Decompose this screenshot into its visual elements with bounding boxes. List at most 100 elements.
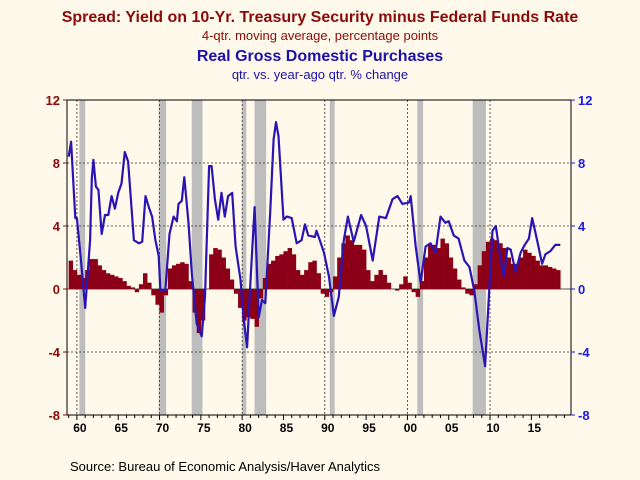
spread-bar	[361, 249, 367, 289]
spread-bar	[221, 257, 226, 289]
spread-bar	[494, 240, 499, 289]
x-tick-label: 05	[445, 421, 459, 435]
spread-bar	[345, 235, 350, 289]
right-tick-label: -8	[578, 408, 590, 423]
spread-bar	[510, 263, 516, 289]
left-tick-label: 12	[46, 93, 60, 108]
spread-bar	[527, 252, 532, 289]
spread-bar	[423, 257, 429, 289]
spread-bar	[163, 289, 169, 296]
x-tick-label: 95	[362, 421, 376, 435]
spread-bar	[200, 289, 206, 321]
spread-bar	[291, 254, 297, 289]
spread-bar	[473, 284, 478, 289]
spread-bar	[68, 260, 74, 289]
recession-band	[472, 100, 486, 415]
spread-bar	[233, 289, 239, 294]
x-tick-label: 60	[73, 421, 87, 435]
spread-bar	[262, 277, 268, 289]
spread-bar	[271, 260, 276, 289]
spread-bar	[374, 274, 379, 289]
spread-bar	[167, 268, 173, 289]
spread-bar	[147, 282, 152, 289]
gdp-purchases-line	[67, 120, 561, 368]
right-tick-label: 8	[578, 156, 585, 171]
spread-bar	[428, 244, 433, 289]
x-tick-label: 10	[486, 421, 500, 435]
spread-bar	[171, 265, 177, 289]
spread-bar	[130, 287, 136, 289]
spread-bar	[299, 274, 305, 289]
spread-bar	[184, 263, 189, 289]
spread-bar	[258, 289, 264, 299]
spread-bar	[93, 259, 98, 289]
spread-bar	[337, 257, 342, 289]
spread-bar	[469, 289, 474, 296]
spread-bar	[254, 289, 259, 327]
x-tick-label: 80	[238, 421, 252, 435]
spread-bar	[138, 284, 144, 289]
spread-bar	[114, 276, 119, 289]
spread-bar	[370, 281, 375, 289]
spread-bar	[134, 289, 140, 293]
spread-bar	[399, 284, 404, 289]
recession-band	[254, 100, 267, 415]
right-tick-label: -4	[578, 345, 590, 360]
spread-bar	[275, 255, 280, 289]
spread-bar	[89, 259, 94, 289]
x-tick-label: 65	[115, 421, 129, 435]
chart-subtitle-2: qtr. vs. year-ago qtr. % change	[231, 67, 409, 82]
spread-bar	[320, 289, 326, 294]
spread-bar	[436, 248, 441, 289]
spread-bar	[415, 289, 421, 297]
spread-bar	[465, 289, 470, 294]
source-note: Source: Bureau of Economic Analysis/Have…	[70, 459, 380, 474]
spread-bar	[188, 281, 193, 289]
spread-bar	[452, 268, 458, 289]
spread-bar	[411, 289, 416, 293]
spread-bar	[490, 238, 495, 289]
spread-bar	[378, 270, 383, 289]
spread-bar	[283, 251, 288, 289]
spread-bar	[543, 265, 549, 289]
x-tick-label: 90	[321, 421, 335, 435]
spread-bar	[72, 270, 78, 289]
spread-bar	[308, 262, 313, 289]
recession-band	[417, 100, 424, 415]
chart-subtitle: 4-qtr. moving average, percentage points	[201, 28, 439, 43]
spread-bar	[448, 257, 454, 289]
spread-bar	[213, 248, 218, 289]
spread-bar	[407, 282, 412, 289]
spread-bar	[535, 260, 540, 289]
chart-title-2: Real Gross Domestic Purchases	[196, 48, 444, 65]
spread-bar	[481, 251, 487, 289]
recession-band	[329, 100, 335, 415]
spread-bar	[498, 243, 503, 289]
spread-bar	[432, 244, 437, 289]
plot-frame	[66, 99, 572, 416]
gdp-purchases-series	[67, 120, 561, 368]
recession-band	[79, 100, 86, 415]
spread-bar	[531, 255, 536, 289]
spread-bar	[395, 289, 400, 291]
spread-bar	[456, 279, 462, 289]
spread-bar	[109, 274, 115, 289]
spread-bar	[349, 240, 355, 289]
spread-bar	[440, 238, 445, 289]
spread-bar	[341, 243, 346, 289]
spread-bar	[312, 260, 317, 289]
spread-bar	[180, 262, 185, 289]
spread-bar	[461, 287, 466, 289]
left-tick-label: -4	[48, 345, 60, 360]
spread-bar	[176, 263, 181, 289]
spread-bar	[279, 254, 284, 289]
x-tick-label: 00	[404, 421, 418, 435]
chart-title: Spread: Yield on 10-Yr. Treasury Securit…	[61, 9, 579, 26]
recession-band	[242, 100, 247, 415]
spread-bar	[287, 248, 293, 289]
spread-bar	[101, 270, 107, 289]
left-tick-label: 8	[53, 156, 60, 171]
recession-band	[191, 100, 203, 415]
spread-bar	[539, 265, 545, 289]
